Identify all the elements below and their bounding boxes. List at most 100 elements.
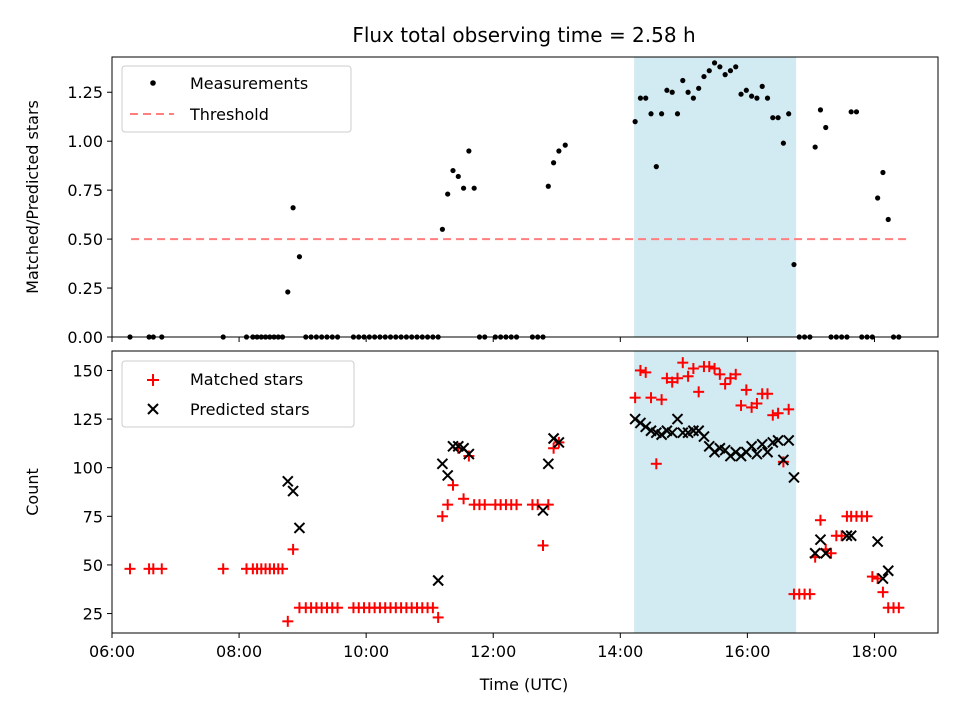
top-observing-span: [634, 57, 797, 337]
matched-star-point: [740, 384, 752, 396]
predicted-star-point: [756, 438, 768, 451]
matched-star-point: [767, 409, 779, 421]
measurement-point: [812, 144, 818, 150]
y-tick-label: 75: [83, 507, 103, 526]
top-y-axis-label: Matched/Predicted stars: [23, 100, 42, 294]
matched-legend-label: Matched stars: [190, 370, 303, 389]
matched-star-point: [682, 370, 694, 382]
measurement-point: [562, 142, 568, 148]
matched-star-point: [479, 499, 491, 511]
matched-star-point: [447, 479, 459, 491]
matched-star-point: [709, 363, 721, 375]
predicted-legend-label: Predicted stars: [190, 400, 310, 419]
predicted-star-point: [772, 434, 784, 447]
y-tick-label: 0.75: [67, 181, 103, 200]
matched-star-point: [714, 368, 726, 380]
predicted-star-point: [871, 535, 884, 548]
bottom-y-axis-label: Count: [23, 468, 42, 516]
measurement-point: [749, 93, 755, 99]
measurement-point: [780, 140, 786, 146]
measurement-point: [823, 124, 829, 131]
matched-star-point: [640, 366, 652, 378]
top-x-ticks: [111, 337, 875, 342]
measurement-point: [653, 164, 659, 170]
measurement-point: [738, 91, 744, 97]
matched-star-point: [436, 510, 448, 522]
measurement-point: [711, 60, 718, 66]
predicted-star-point: [287, 485, 299, 497]
matched-star-point: [671, 372, 683, 384]
measurement-point: [445, 191, 451, 197]
matched-star-point: [156, 563, 168, 575]
bottom-axes-frame: [111, 350, 939, 634]
predicted-star-point: [282, 475, 294, 488]
predicted-star-point: [293, 522, 306, 534]
y-tick-label: 100: [72, 459, 103, 478]
predicted-star-point: [782, 434, 795, 447]
matched-legend-marker: [147, 374, 159, 386]
matched-star-point: [458, 493, 470, 505]
matched-star-point: [719, 378, 731, 390]
measurement-point: [743, 87, 749, 93]
predicted-star-point: [671, 413, 684, 425]
predicted-legend-marker: [147, 403, 159, 415]
measurement-point: [706, 68, 712, 74]
bottom-plot-panel: 06:00 08:00 10:00 12:00 14:00 16:00 18:00 25 50…: [72, 350, 939, 661]
predicted-star-point: [751, 448, 763, 460]
matched-star-point: [772, 407, 784, 419]
predicted-star-point: [814, 533, 827, 546]
predicted-star-point: [845, 530, 857, 542]
matched-star-point: [751, 398, 763, 410]
matched-star-point: [693, 386, 705, 398]
predicted-star-point: [698, 430, 710, 443]
matched-star-point: [804, 588, 816, 600]
count-points: [124, 357, 905, 627]
y-tick-label: 0.50: [67, 230, 103, 249]
bottom-y-ticks: 25 50 75 100 125 150: [72, 361, 112, 624]
measurement-point: [637, 95, 644, 101]
measurement-point: [296, 254, 303, 260]
bottom-x-ticks: 06:00 08:00 10:00 12:00 14:00 16:00 18:00: [89, 633, 898, 661]
matched-star-point: [893, 602, 905, 614]
matched-star-point: [836, 530, 848, 542]
predicted-star-point: [447, 440, 459, 453]
matched-star-point: [332, 602, 344, 614]
matched-star-point: [762, 388, 774, 400]
matched-star-point: [287, 543, 299, 555]
measurement-point: [439, 226, 445, 232]
measurement-point: [450, 167, 456, 174]
x-tick-label: 16:00: [724, 642, 770, 661]
matched-star-point: [217, 563, 229, 575]
measurement-point: [550, 160, 557, 166]
measurement-point: [817, 107, 824, 113]
y-tick-label: 125: [72, 410, 103, 429]
measurement-point: [685, 89, 691, 95]
measurement-point: [285, 289, 291, 295]
predicted-star-point: [882, 565, 894, 577]
predicted-star-point: [666, 426, 678, 439]
matched-star-point: [650, 458, 662, 470]
measurement-point: [717, 64, 723, 70]
matched-star-point: [548, 442, 560, 454]
measurement-point: [455, 173, 461, 180]
matched-star-point: [511, 499, 523, 511]
x-tick-label: 06:00: [89, 642, 135, 661]
threshold-legend-label: Threshold: [189, 105, 269, 124]
measurement-point: [880, 169, 886, 176]
y-tick-label: 0.00: [67, 328, 103, 347]
predicted-star-point: [820, 547, 832, 559]
matched-star-point: [825, 547, 837, 559]
predicted-star-point: [841, 530, 853, 542]
predicted-star-point: [432, 574, 444, 587]
matched-star-point: [656, 394, 668, 406]
measurement-point: [786, 111, 792, 117]
measurement-point: [727, 68, 734, 74]
bottom-legend-box: [121, 360, 355, 428]
measurement-point: [791, 261, 797, 268]
y-tick-label: 25: [83, 605, 103, 624]
measurement-point: [775, 115, 781, 121]
measurement-points: [127, 60, 902, 340]
matched-star-point: [645, 392, 657, 404]
y-tick-label: 1.25: [67, 83, 103, 102]
chart-title: Flux total observing time = 2.58 h: [352, 23, 695, 47]
